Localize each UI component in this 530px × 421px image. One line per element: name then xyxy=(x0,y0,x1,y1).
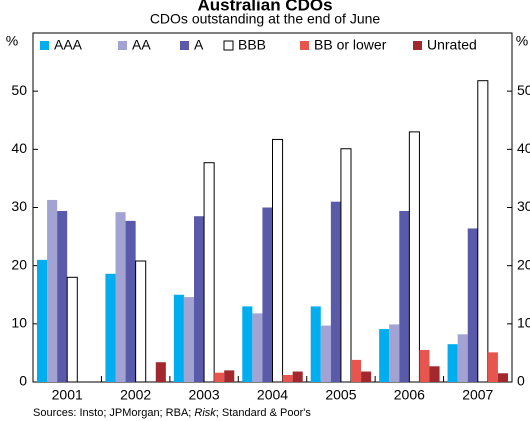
bar xyxy=(272,138,284,383)
bar xyxy=(194,216,205,382)
bar xyxy=(242,306,253,382)
bar xyxy=(361,371,372,382)
bar xyxy=(105,273,116,382)
legend-swatch xyxy=(413,41,422,50)
chart-title: Australian CDOs xyxy=(197,0,332,14)
bar xyxy=(399,210,410,382)
x-tick-label: 2001 xyxy=(52,387,83,403)
bar xyxy=(419,350,430,382)
bar xyxy=(351,359,362,382)
bar xyxy=(155,362,166,382)
note-part: Sources: Insto; JPMorgan; RBA; xyxy=(33,407,194,419)
x-tick-label: 2005 xyxy=(325,387,356,403)
x-tick-label: 2006 xyxy=(394,387,425,403)
bar xyxy=(292,371,303,382)
bar xyxy=(330,201,341,382)
x-tick-label: 2002 xyxy=(120,387,151,403)
y2-tick-label: 20 xyxy=(517,256,530,272)
bar xyxy=(203,162,215,383)
legend-label: Unrated xyxy=(427,37,477,53)
note-part: Risk xyxy=(194,407,216,419)
bar xyxy=(135,260,147,383)
bar xyxy=(320,325,331,382)
bar xyxy=(66,276,78,383)
bar xyxy=(173,294,184,382)
y-tick-label: 20 xyxy=(11,256,27,272)
chart-subtitle: CDOs outstanding at the end of June xyxy=(150,11,381,27)
legend-swatch xyxy=(118,41,127,50)
bar xyxy=(57,210,68,382)
bar xyxy=(447,344,458,382)
bar xyxy=(379,329,390,382)
y2-tick-label: 50 xyxy=(517,82,530,98)
bar xyxy=(487,352,498,382)
bar xyxy=(408,131,420,383)
bar xyxy=(457,334,468,382)
legend-label: BBB xyxy=(238,37,266,53)
bar xyxy=(47,199,58,382)
bar xyxy=(262,207,273,382)
bar xyxy=(224,370,235,382)
legend-swatch xyxy=(40,41,49,50)
y-tick-label: 10 xyxy=(11,315,27,331)
y-tick-label: 50 xyxy=(11,82,27,98)
bar xyxy=(310,306,321,382)
y-tick-label: 0 xyxy=(19,373,27,389)
note-part: ; Standard & Poor's xyxy=(216,407,312,419)
bar xyxy=(389,324,400,382)
legend-swatch xyxy=(180,41,189,50)
bar xyxy=(115,212,126,382)
legend-label: AAA xyxy=(54,37,83,53)
y-axis-label: % xyxy=(6,33,18,49)
y2-tick-label: 0 xyxy=(517,373,525,389)
legend-swatch xyxy=(300,41,309,50)
y2-tick-label: 40 xyxy=(517,140,530,156)
y-tick-label: 40 xyxy=(11,140,27,156)
bar xyxy=(125,220,136,382)
bar xyxy=(477,80,489,383)
source-note: Sources: Insto; JPMorgan; RBA; Risk; Sta… xyxy=(33,407,311,419)
x-tick-label: 2007 xyxy=(462,387,493,403)
bar xyxy=(429,366,440,382)
bar xyxy=(497,373,508,382)
x-tick-label: 2003 xyxy=(188,387,219,403)
y-tick-label: 30 xyxy=(11,198,27,214)
legend-label: BB or lower xyxy=(314,37,387,53)
bar xyxy=(282,375,293,382)
legend-label: AA xyxy=(132,37,151,53)
legend-swatch xyxy=(223,40,234,51)
bar xyxy=(340,148,352,383)
y2-axis-label: % xyxy=(516,33,528,49)
x-tick-label: 2004 xyxy=(257,387,288,403)
bar xyxy=(37,259,48,382)
bar xyxy=(467,228,478,382)
bar xyxy=(252,313,263,382)
y2-tick-label: 10 xyxy=(517,315,530,331)
legend-label: A xyxy=(194,37,204,53)
y2-tick-label: 30 xyxy=(517,198,530,214)
bar xyxy=(183,297,194,382)
bar xyxy=(214,372,225,382)
